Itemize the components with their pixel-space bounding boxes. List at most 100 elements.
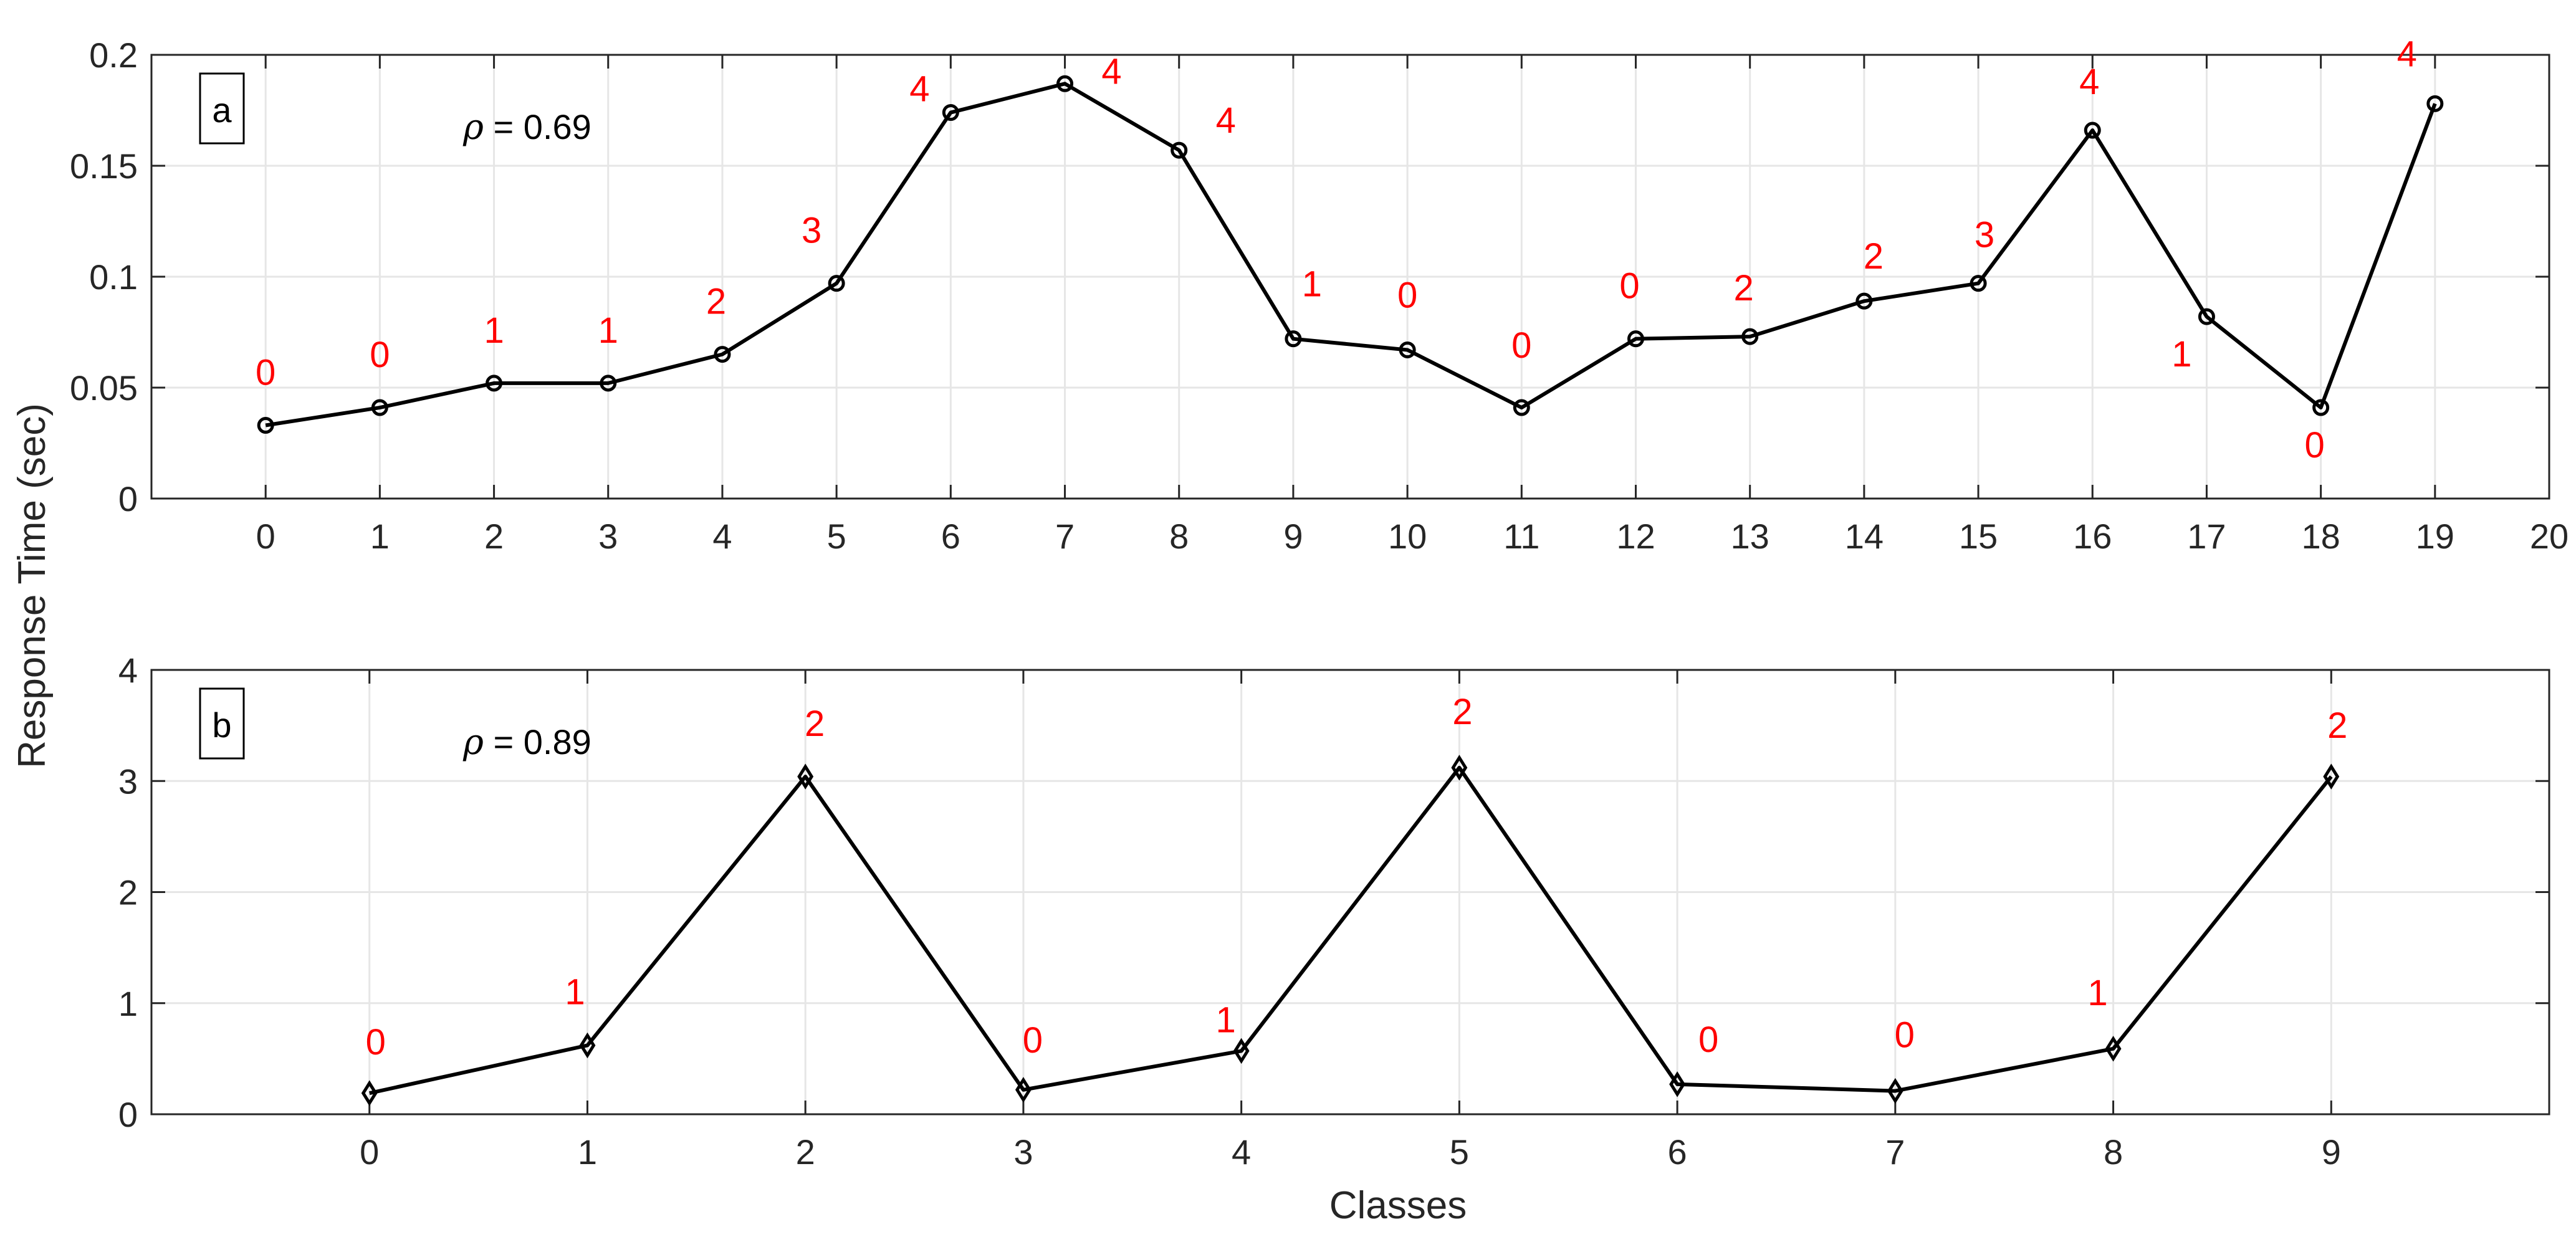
x-tick-label: 5 [1450,1132,1469,1172]
data-label: 4 [909,69,929,110]
correlation-annotation: ρ = 0.89 [462,722,591,763]
y-tick-label: 4 [118,651,138,690]
data-label: 1 [2171,334,2191,375]
x-tick-label: 11 [1503,517,1539,556]
x-tick-label: 9 [2322,1132,2341,1172]
x-tick-label: 4 [1232,1132,1251,1172]
data-label: 1 [598,310,618,351]
series-line [265,82,2437,428]
data-point-marker [2323,763,2340,790]
panel-a-chart: 0 1 2 3 4 5 6 7 8 9 10 11 12 13 14 15 16 17 18 19 2000.050.1… [70,34,2569,556]
data-point-marker [1669,1071,1686,1097]
x-tick-label: 8 [1169,517,1189,556]
data-label: 2 [2327,705,2347,746]
x-tick-label: 1 [370,517,390,556]
y-axis-label: Response Time (sec) [11,403,54,768]
data-label: 0 [256,353,275,393]
x-tick-label: 19 [2416,517,2454,556]
x-tick-label: 1 [578,1132,597,1172]
x-tick-label: 18 [2301,517,2340,556]
x-tick-label: 8 [2104,1132,2123,1172]
y-tick-label: 0.2 [89,36,138,75]
data-label: 0 [366,1022,386,1063]
x-tick-label: 14 [1845,517,1884,556]
data-point-marker [942,104,959,122]
data-point-marker [1399,341,1416,358]
data-point-marker [600,375,617,392]
x-tick-label: 2 [484,517,504,556]
y-tick-label: 1 [118,984,138,1023]
data-label: 2 [1452,692,1472,732]
data-label: 2 [1734,268,1754,308]
data-label: 0 [1511,325,1531,366]
data-point-marker [1171,141,1188,159]
data-point-marker [714,346,731,363]
data-point-marker [828,275,845,292]
data-label: 2 [1864,236,1884,277]
panel-tag: b [212,705,231,745]
data-label: 1 [1302,264,1322,305]
y-tick-label: 2 [118,873,138,912]
x-axis-label: Classes [1329,1184,1467,1227]
data-label: 2 [805,704,825,744]
data-label: 4 [1216,100,1236,141]
panel-tag-box [199,687,245,760]
data-point-marker [361,1080,378,1106]
data-point-marker [2426,95,2444,112]
data-point-marker [1451,755,1468,781]
x-tick-label: 15 [1959,517,1998,556]
x-tick-label: 6 [941,517,960,556]
data-label: 1 [565,972,585,1012]
series-line [369,765,2333,1096]
data-point-marker [1970,275,1987,292]
data-point-marker [1513,399,1530,416]
data-label: 3 [802,211,821,251]
x-tick-label: 0 [360,1132,379,1172]
data-point-marker [1741,328,1759,345]
data-label: 4 [1101,51,1121,92]
x-tick-label: 0 [256,517,275,556]
data-point-marker [1855,292,1873,310]
data-label: 0 [1023,1020,1043,1061]
data-label: 4 [2397,34,2417,74]
data-label: 0 [1698,1020,1718,1060]
y-tick-label: 0.05 [70,368,138,408]
x-tick-label: 2 [796,1132,815,1172]
x-tick-label: 13 [1731,517,1769,556]
data-point-marker [2105,1036,2122,1062]
y-tick-label: 0 [118,1095,138,1134]
y-tick-label: 0.1 [89,257,138,297]
data-point-marker [2198,308,2215,325]
data-label: 4 [2079,62,2099,102]
data-label: 2 [706,282,726,322]
data-point-marker [1056,75,1074,92]
data-point-marker [1233,1038,1250,1064]
data-point-marker [1015,1077,1032,1103]
data-point-marker [1285,330,1302,348]
panel-tag: a [212,90,232,130]
data-point-marker [257,417,274,434]
x-tick-label: 10 [1388,517,1427,556]
x-tick-label: 16 [2073,517,2112,556]
y-tick-label: 0.15 [70,146,138,186]
data-point-marker [579,1032,596,1059]
data-label: 0 [1895,1015,1915,1056]
data-point-marker [797,763,814,790]
data-point-marker [2084,122,2101,139]
correlation-annotation: ρ = 0.69 [462,107,591,148]
x-tick-label: 7 [1055,517,1075,556]
data-label: 0 [2304,425,2324,466]
x-tick-label: 12 [1616,517,1655,556]
data-label: 1 [2087,973,2107,1013]
data-point-marker [486,375,503,392]
data-label: 3 [1975,215,1994,256]
x-tick-label: 17 [2187,517,2226,556]
x-tick-label: 20 [2530,517,2569,556]
y-tick-label: 3 [118,762,138,801]
panel-tag-box [199,72,245,145]
data-label: 1 [1216,1000,1236,1040]
x-tick-label: 9 [1283,517,1303,556]
x-tick-label: 5 [827,517,846,556]
y-tick-label: 0 [118,479,138,518]
